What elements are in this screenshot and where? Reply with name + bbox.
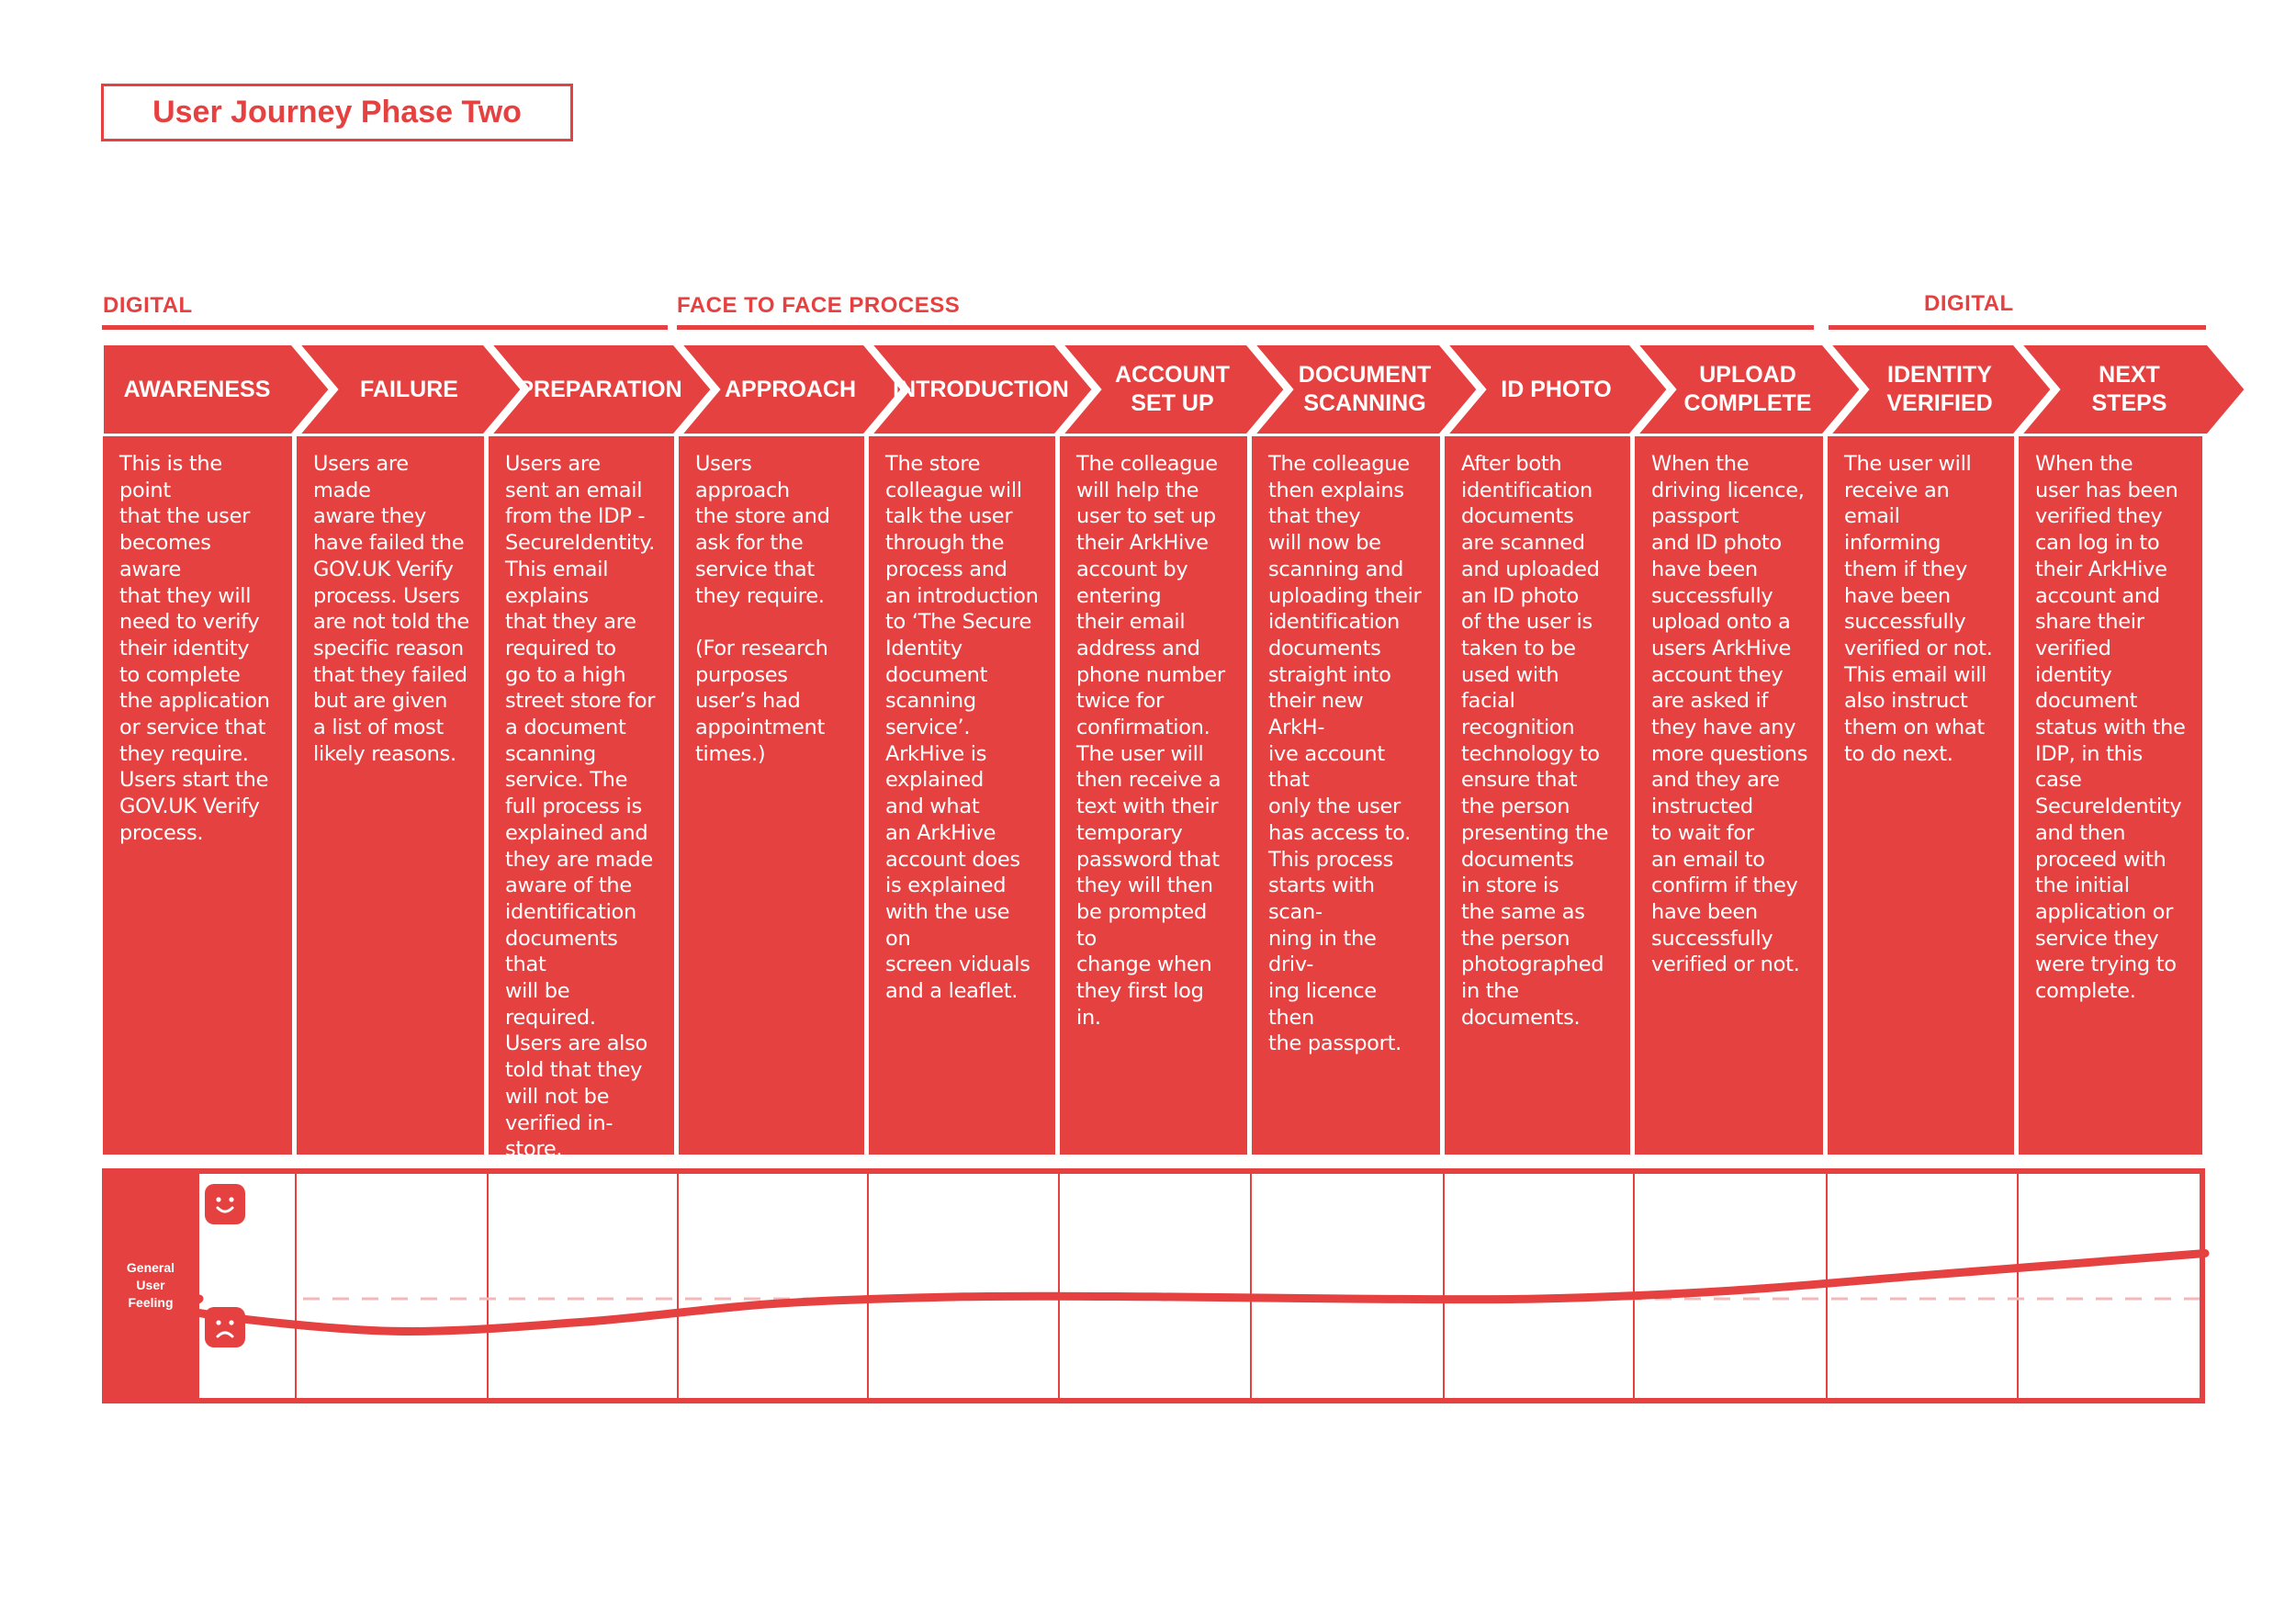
section-label-face-to-face: FACE TO FACE PROCESS <box>677 293 961 318</box>
stage-label-document-scanning: DOCUMENT SCANNING <box>1298 362 1432 416</box>
stage-label-upload-complete: UPLOAD COMPLETE <box>1683 362 1812 416</box>
page-title-text: User Journey Phase Two <box>152 95 522 130</box>
stage-label-id-photo: ID PHOTO <box>1501 376 1612 402</box>
stage-chevrons <box>100 342 2249 437</box>
section-line-digital-start <box>102 325 668 330</box>
stage-description-account-set-up: The colleague will help the user to set … <box>1060 436 1247 1155</box>
chevron-7 <box>1441 342 1671 437</box>
chevron-8 <box>1631 342 1864 437</box>
stage-description-awareness: This is the point that the user becomes … <box>103 436 292 1155</box>
section-line-digital-end <box>1829 325 2206 330</box>
sad-face-icon <box>205 1307 245 1347</box>
stage-label-failure: FAILURE <box>360 376 458 402</box>
chevron-5 <box>1056 342 1289 437</box>
stage-description-preparation: Users are sent an email from the IDP - S… <box>489 436 674 1161</box>
stage-label-identity-verified: IDENTITY VERIFIED <box>1886 362 1993 416</box>
chevron-2 <box>485 342 715 437</box>
stage-description-identity-verified: The user will receive an email informing… <box>1828 436 2014 1155</box>
chevron-9 <box>1824 342 2055 437</box>
chevron-6 <box>1248 342 1481 437</box>
section-label-digital-start: DIGITAL <box>103 293 193 318</box>
stage-label-approach: APPROACH <box>724 376 857 402</box>
chevron-3 <box>675 342 906 437</box>
feeling-label: General User Feeling <box>126 1260 175 1310</box>
section-line-face-to-face <box>677 325 1814 330</box>
stage-label-introduction: INTRODUCTION <box>893 376 1069 402</box>
page-title: User Journey Phase Two <box>101 84 573 141</box>
stage-description-next-steps: When the user has been verified they can… <box>2019 436 2202 1155</box>
stage-description-failure: Users are made aware they have failed th… <box>297 436 484 1155</box>
feeling-panel <box>102 1168 2205 1403</box>
chevron-1 <box>293 342 525 437</box>
chevron-4 <box>865 342 1097 437</box>
stage-label-account-set-up: ACCOUNT SET UP <box>1115 362 1230 416</box>
stage-label-preparation: PREPARATION <box>518 376 682 402</box>
chevron-0 <box>100 342 333 437</box>
stage-description-document-scanning: The colleague then explains that they wi… <box>1252 436 1440 1155</box>
stage-description-approach: Users approach the store and ask for the… <box>679 436 864 1155</box>
stage-label-awareness: AWARENESS <box>123 376 271 402</box>
section-label-digital-end: DIGITAL <box>1924 291 2014 316</box>
stage-description-introduction: The store colleague will talk the user t… <box>869 436 1055 1155</box>
stage-description-id-photo: After both identification documents are … <box>1445 436 1630 1155</box>
chevron-10 <box>2015 342 2249 437</box>
stage-description-upload-complete: When the driving licence, passport and I… <box>1635 436 1823 1155</box>
stage-label-next-steps: NEXT STEPS <box>2091 362 2167 416</box>
happy-face-icon <box>205 1184 245 1224</box>
